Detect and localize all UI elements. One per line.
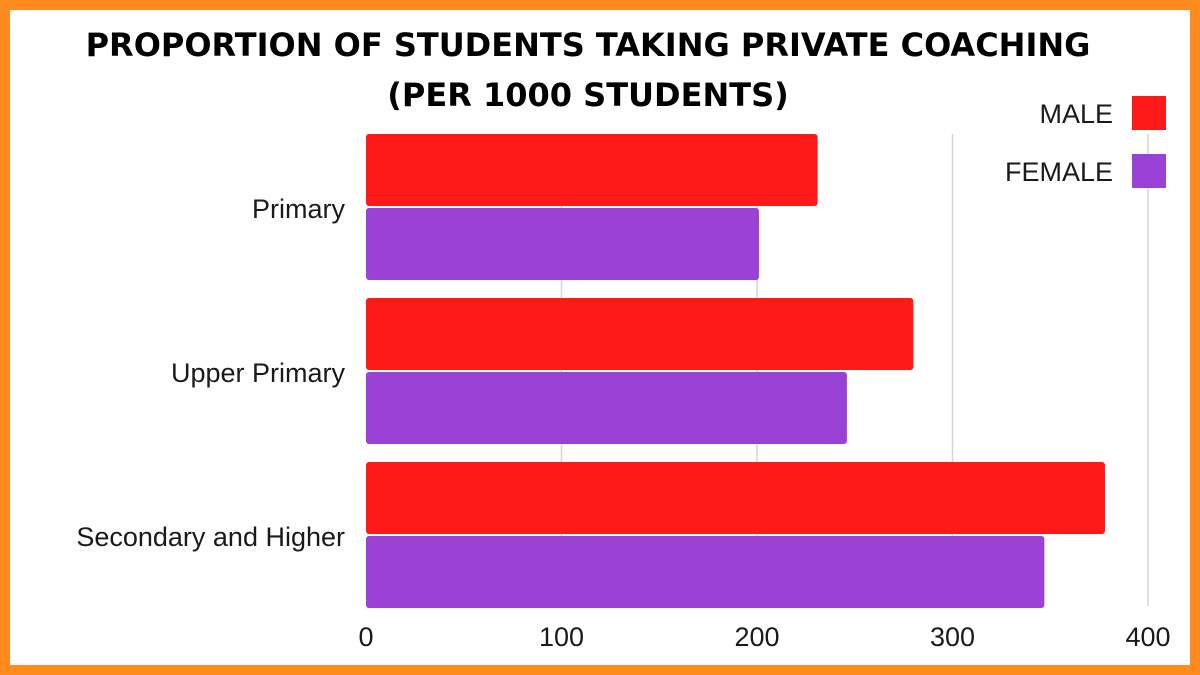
legend-label-female: FEMALE bbox=[1005, 157, 1113, 187]
chart: PROPORTION OF STUDENTS TAKING PRIVATE CO… bbox=[76, 26, 1170, 652]
x-tick-label-200: 200 bbox=[734, 622, 779, 652]
bar-female-2 bbox=[366, 536, 1045, 608]
chart-frame: PROPORTION OF STUDENTS TAKING PRIVATE CO… bbox=[10, 10, 1190, 665]
x-tick-label-0: 0 bbox=[358, 622, 373, 652]
category-label-2: Secondary and Higher bbox=[76, 522, 345, 552]
x-tick-label-300: 300 bbox=[930, 622, 975, 652]
legend: MALE FEMALE bbox=[1005, 96, 1166, 188]
chart-subtitle: (PER 1000 STUDENTS) bbox=[387, 76, 788, 114]
category-label-1: Upper Primary bbox=[171, 358, 346, 388]
bar-female-0 bbox=[366, 208, 759, 280]
bar-male-0 bbox=[366, 134, 818, 206]
bar-male-2 bbox=[366, 462, 1105, 534]
legend-swatch-female bbox=[1132, 154, 1166, 188]
x-axis-ticks: 0 100 200 300 400 bbox=[358, 622, 1170, 652]
chart-title: PROPORTION OF STUDENTS TAKING PRIVATE CO… bbox=[86, 26, 1091, 64]
bar-male-1 bbox=[366, 298, 914, 370]
bars bbox=[366, 134, 1105, 608]
x-tick-label-400: 400 bbox=[1125, 622, 1170, 652]
bar-female-1 bbox=[366, 372, 847, 444]
legend-swatch-male bbox=[1132, 96, 1166, 130]
legend-label-male: MALE bbox=[1039, 99, 1113, 129]
category-label-0: Primary bbox=[252, 194, 345, 224]
category-labels: Primary Upper Primary Secondary and Higher bbox=[76, 194, 345, 552]
x-tick-label-100: 100 bbox=[539, 622, 584, 652]
